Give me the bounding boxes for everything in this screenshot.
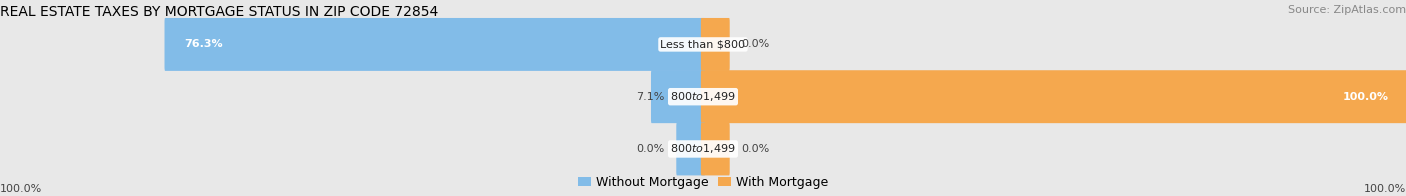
Text: 100.0%: 100.0%: [0, 184, 42, 194]
Text: 76.3%: 76.3%: [184, 39, 222, 49]
Text: Less than $800: Less than $800: [661, 39, 745, 49]
Legend: Without Mortgage, With Mortgage: Without Mortgage, With Mortgage: [574, 171, 832, 194]
FancyBboxPatch shape: [651, 70, 706, 123]
FancyBboxPatch shape: [0, 0, 1406, 173]
Text: 7.1%: 7.1%: [636, 92, 665, 102]
Text: 0.0%: 0.0%: [636, 144, 665, 154]
FancyBboxPatch shape: [700, 70, 1406, 123]
Text: $800 to $1,499: $800 to $1,499: [671, 90, 735, 103]
Text: 0.0%: 0.0%: [742, 144, 770, 154]
FancyBboxPatch shape: [676, 122, 706, 175]
Text: 100.0%: 100.0%: [1364, 184, 1406, 194]
FancyBboxPatch shape: [700, 122, 730, 175]
Text: REAL ESTATE TAXES BY MORTGAGE STATUS IN ZIP CODE 72854: REAL ESTATE TAXES BY MORTGAGE STATUS IN …: [0, 5, 439, 19]
FancyBboxPatch shape: [700, 18, 730, 71]
Text: 0.0%: 0.0%: [742, 39, 770, 49]
Text: $800 to $1,499: $800 to $1,499: [671, 142, 735, 155]
Text: Source: ZipAtlas.com: Source: ZipAtlas.com: [1288, 5, 1406, 15]
FancyBboxPatch shape: [165, 18, 704, 71]
Text: 100.0%: 100.0%: [1343, 92, 1389, 102]
FancyBboxPatch shape: [0, 20, 1406, 196]
